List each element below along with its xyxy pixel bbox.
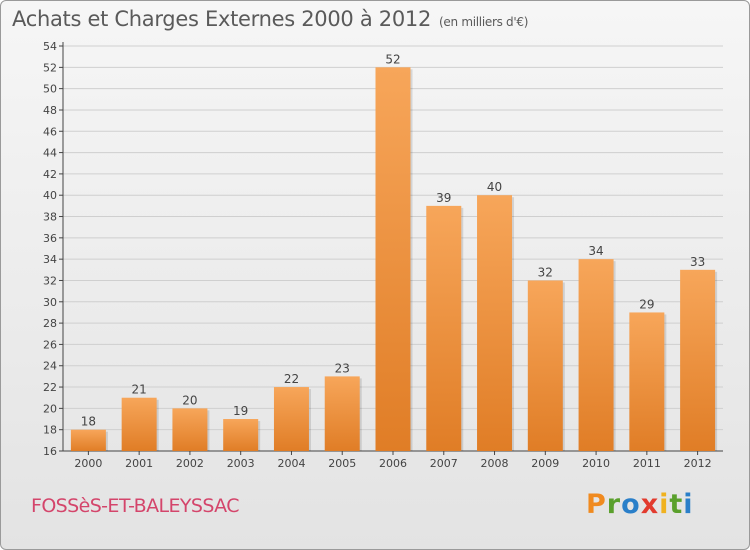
x-tick-label: 2011 xyxy=(633,457,661,470)
logo-letter: i xyxy=(659,489,670,520)
x-tick-label: 2000 xyxy=(74,457,102,470)
y-tick-label: 24 xyxy=(43,360,57,373)
x-tick-label: 2004 xyxy=(277,457,305,470)
chart-title-text: Achats et Charges Externes 2000 à 2012 xyxy=(12,7,432,31)
chart-unit-note: (en milliers d'€) xyxy=(439,15,529,29)
bar xyxy=(629,312,665,451)
logo-letter: r xyxy=(606,489,622,520)
data-label: 18 xyxy=(81,415,96,429)
y-tick-label: 30 xyxy=(43,296,57,309)
data-label: 23 xyxy=(335,361,350,375)
data-label: 40 xyxy=(487,180,502,194)
bar xyxy=(70,429,106,451)
proxiti-logo[interactable]: Proxiti xyxy=(586,489,694,520)
x-tick-label: 2012 xyxy=(684,457,712,470)
x-tick-label: 2009 xyxy=(531,457,559,470)
data-label: 22 xyxy=(284,372,299,386)
logo-letter: i xyxy=(683,489,694,520)
y-tick-label: 50 xyxy=(43,83,57,96)
bar xyxy=(527,280,563,451)
bar xyxy=(426,205,462,451)
x-tick-label: 2007 xyxy=(430,457,458,470)
logo-letter: t xyxy=(669,489,684,520)
bar xyxy=(680,269,716,451)
y-tick-label: 22 xyxy=(43,381,57,394)
bar xyxy=(578,259,614,451)
data-label: 52 xyxy=(385,52,400,66)
y-tick-label: 34 xyxy=(43,253,57,266)
x-tick-label: 2001 xyxy=(125,457,153,470)
y-tick-label: 48 xyxy=(43,104,57,117)
y-tick-label: 32 xyxy=(43,274,57,287)
y-tick-label: 16 xyxy=(43,445,57,458)
bar xyxy=(375,67,411,451)
logo-letter: P xyxy=(586,489,607,520)
x-tick-label: 2003 xyxy=(227,457,255,470)
commune-name: FOSSèS-ET-BALEYSSAC xyxy=(31,495,239,517)
y-tick-label: 54 xyxy=(43,40,57,53)
data-label: 20 xyxy=(182,393,197,407)
data-label: 39 xyxy=(436,191,451,205)
x-tick-label: 2002 xyxy=(176,457,204,470)
x-tick-label: 2005 xyxy=(328,457,356,470)
y-tick-label: 46 xyxy=(43,125,57,138)
x-tick-label: 2010 xyxy=(582,457,610,470)
y-tick-label: 36 xyxy=(43,232,57,245)
y-tick-label: 18 xyxy=(43,424,57,437)
bar xyxy=(324,376,360,451)
bar xyxy=(121,397,157,451)
data-label: 32 xyxy=(538,265,553,279)
bar xyxy=(223,419,259,451)
y-tick-label: 40 xyxy=(43,189,57,202)
data-label: 19 xyxy=(233,404,248,418)
x-tick-label: 2008 xyxy=(481,457,509,470)
data-label: 34 xyxy=(588,244,603,258)
chart-title: Achats et Charges Externes 2000 à 2012 (e… xyxy=(12,7,528,31)
y-tick-label: 42 xyxy=(43,168,57,181)
y-tick-label: 28 xyxy=(43,317,57,330)
data-label: 33 xyxy=(690,255,705,269)
data-label: 29 xyxy=(639,297,654,311)
y-tick-label: 26 xyxy=(43,338,57,351)
data-label: 21 xyxy=(132,383,147,397)
y-tick-label: 38 xyxy=(43,211,57,224)
logo-letter: o xyxy=(621,489,641,520)
bar xyxy=(172,408,208,451)
bar xyxy=(477,195,513,451)
x-tick-label: 2006 xyxy=(379,457,407,470)
y-tick-label: 20 xyxy=(43,402,57,415)
y-tick-label: 52 xyxy=(43,61,57,74)
bar xyxy=(273,387,309,451)
y-tick-label: 44 xyxy=(43,147,57,160)
logo-letter: x xyxy=(640,489,660,520)
